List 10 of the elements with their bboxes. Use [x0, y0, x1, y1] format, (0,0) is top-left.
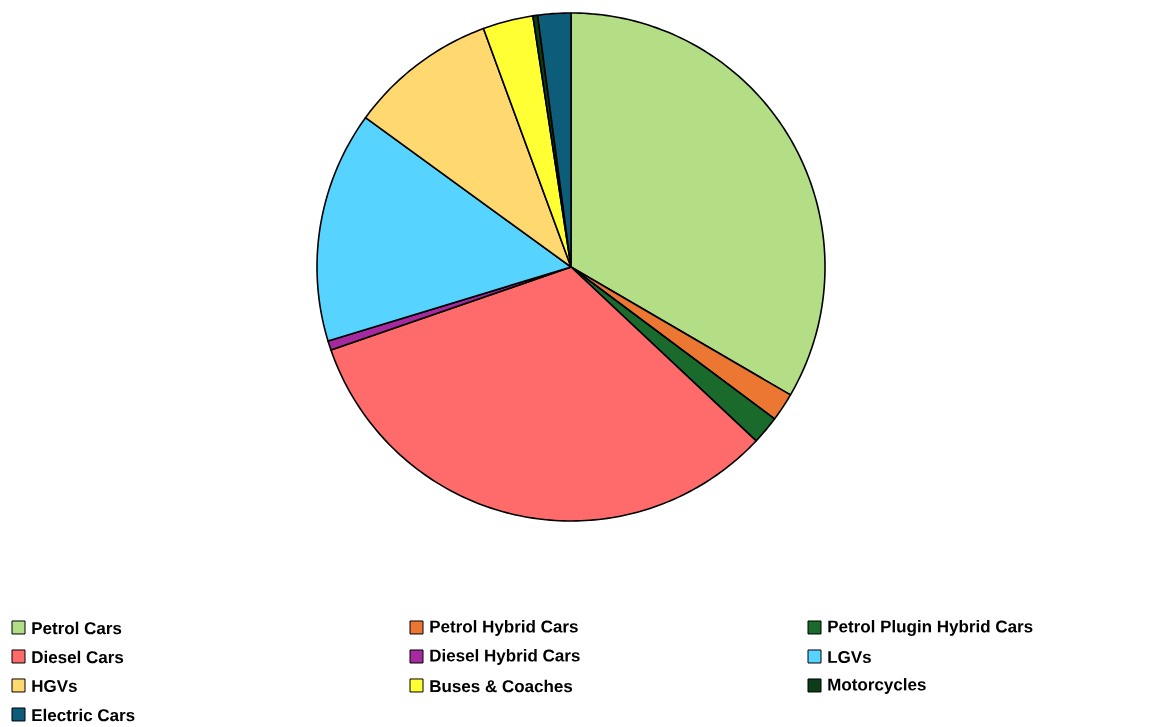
legend-label: Petrol Plugin Hybrid Cars — [828, 620, 1033, 636]
legend-label: HGVs — [32, 679, 77, 693]
legend-label: Electric Cars — [32, 708, 135, 722]
legend-label: Motorcycles — [828, 678, 926, 694]
legend-label: Petrol Hybrid Cars — [430, 620, 578, 636]
legend-label: Petrol Cars — [32, 621, 122, 635]
legend-label: Diesel Cars — [32, 650, 124, 664]
legend-label: Buses & Coaches — [430, 679, 573, 693]
legend-label: Diesel Hybrid Cars — [430, 649, 580, 665]
legend-label: LGVs — [828, 650, 871, 664]
